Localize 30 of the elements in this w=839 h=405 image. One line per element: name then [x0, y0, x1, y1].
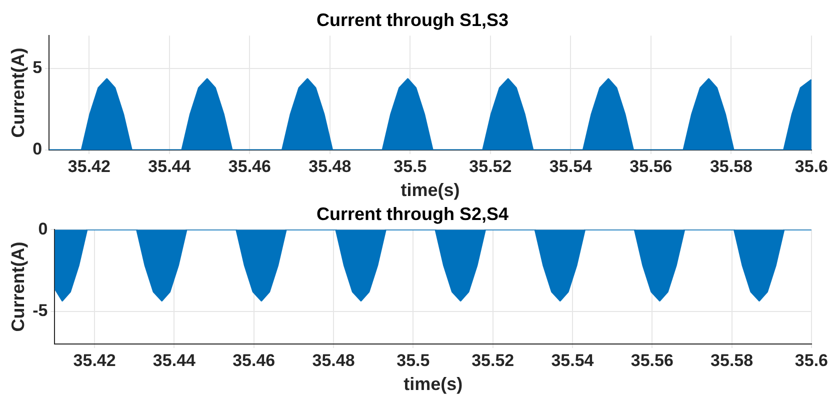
- y-axis-title: Current(A): [8, 242, 28, 332]
- x-tick-label: 35.42: [68, 156, 110, 176]
- x-tick-label: 35.44: [152, 350, 196, 370]
- x-tick-label: 35.5: [394, 156, 427, 176]
- x-tick-label: 35.48: [312, 350, 355, 370]
- x-tick-label: 35.5: [396, 350, 430, 370]
- y-tick-label: 0: [38, 219, 48, 238]
- x-tick-label: 35.52: [469, 156, 512, 176]
- y-tick-label: 0: [32, 140, 42, 159]
- x-tick-label: 35.46: [228, 156, 271, 176]
- x-tick-label: 35.6: [794, 156, 828, 176]
- x-tick-label: 35.54: [551, 350, 594, 370]
- x-axis-title: time(s): [400, 180, 460, 200]
- y-tick-label: 5: [32, 58, 42, 77]
- chart-title: Current through S1,S3: [316, 10, 509, 30]
- y-tick-label: -5: [32, 301, 48, 320]
- x-tick-label: 35.58: [710, 156, 752, 176]
- x-tick-label: 35.54: [549, 156, 593, 176]
- chart-title: Current through S2,S4: [316, 204, 509, 224]
- x-tick-label: 35.44: [148, 156, 192, 176]
- x-tick-label: 35.56: [630, 156, 672, 176]
- x-tick-label: 35.58: [710, 350, 754, 370]
- x-tick-label: 35.6: [794, 350, 828, 370]
- x-tick-label: 35.42: [73, 350, 116, 370]
- x-tick-label: 35.56: [630, 350, 674, 370]
- x-axis-title: time(s): [404, 374, 463, 394]
- x-tick-label: 35.46: [232, 350, 276, 370]
- x-tick-label: 35.52: [472, 350, 514, 370]
- x-tick-label: 35.48: [308, 156, 352, 176]
- y-axis-title: Current(A): [8, 48, 28, 138]
